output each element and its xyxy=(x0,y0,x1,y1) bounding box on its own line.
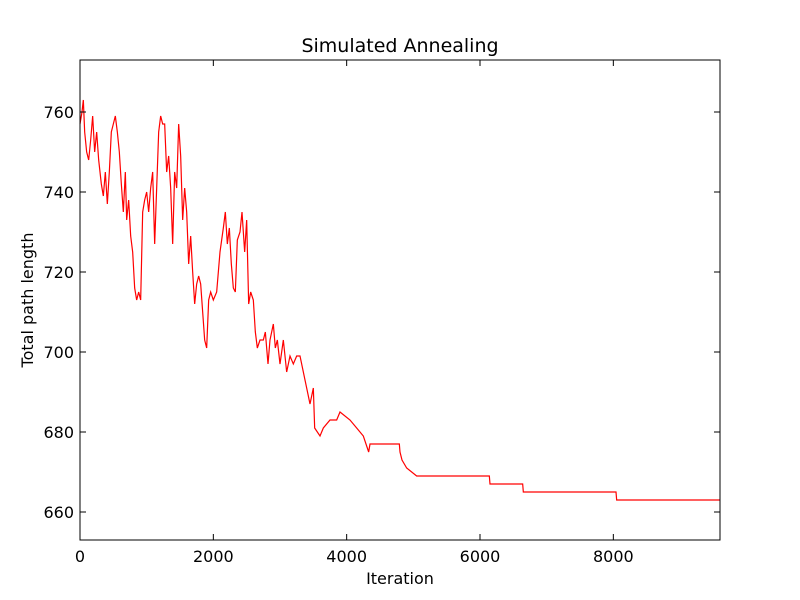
x-axis-label: Iteration xyxy=(366,569,434,588)
y-tick-label: 760 xyxy=(43,103,74,122)
x-tick-label: 6000 xyxy=(460,547,501,566)
x-tick-label: 0 xyxy=(75,547,85,566)
x-tick-label: 2000 xyxy=(193,547,234,566)
y-tick-label: 660 xyxy=(43,503,74,522)
x-tick-label: 8000 xyxy=(593,547,634,566)
y-tick-label: 720 xyxy=(43,263,74,282)
y-tick-label: 680 xyxy=(43,423,74,442)
x-tick-label: 4000 xyxy=(326,547,367,566)
y-tick-label: 700 xyxy=(43,343,74,362)
data-line xyxy=(79,99,720,501)
y-axis-label: Total path length xyxy=(18,233,37,369)
plot-frame xyxy=(79,59,721,541)
chart-title: Simulated Annealing xyxy=(301,35,498,57)
y-tick-label: 740 xyxy=(43,183,74,202)
